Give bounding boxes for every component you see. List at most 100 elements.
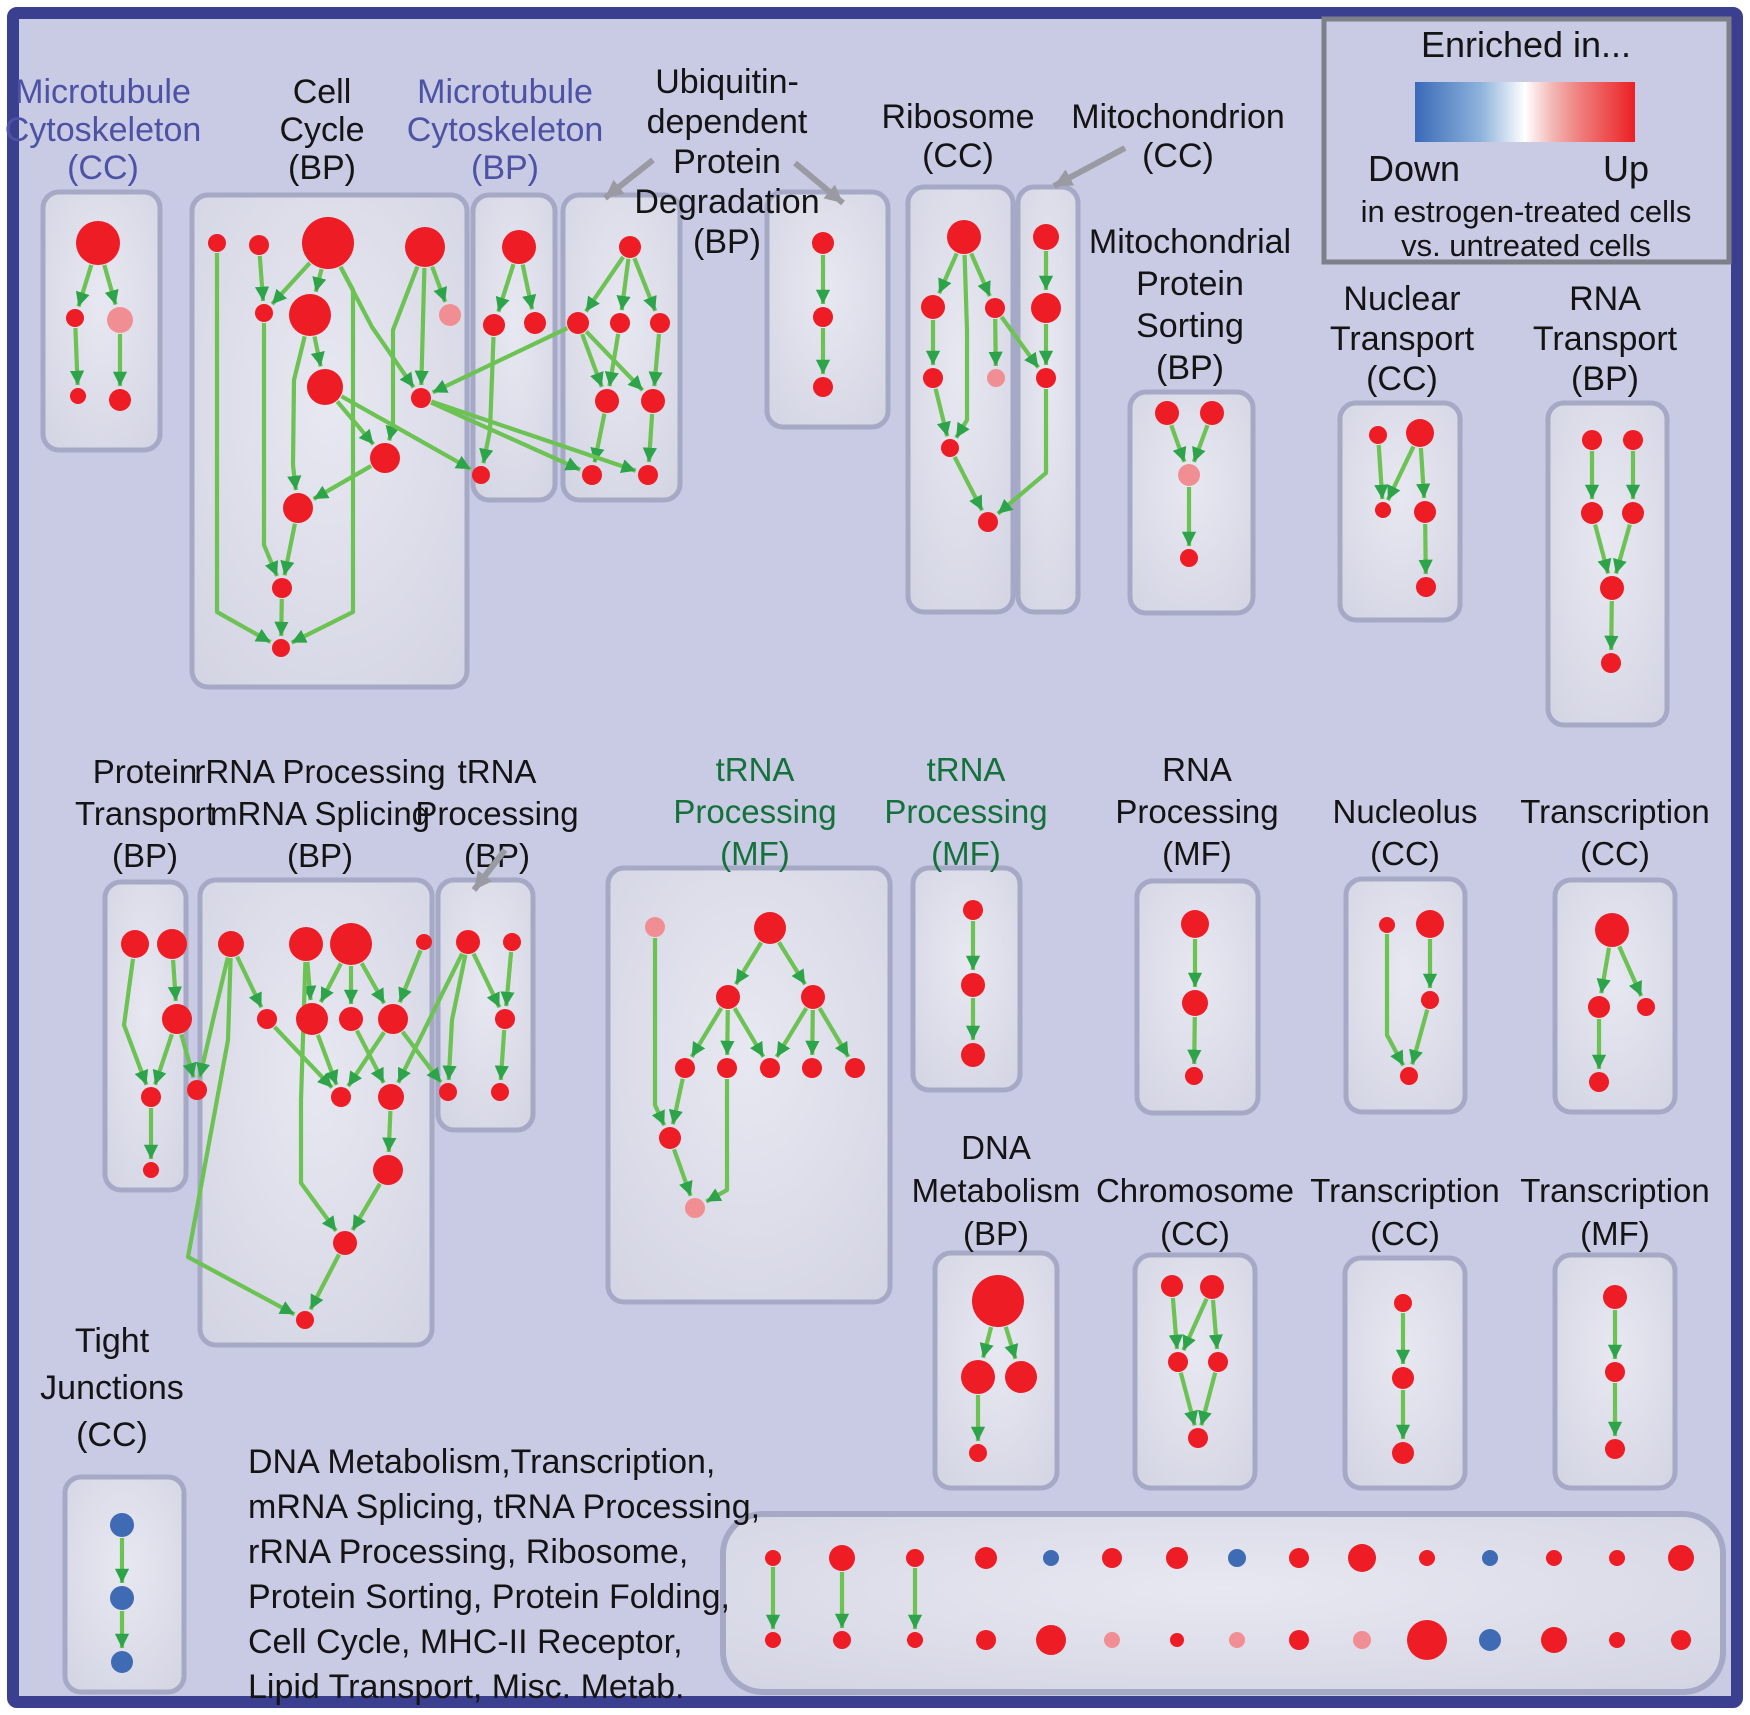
cluster-label-transcription_cc1-line-1: (CC) [1580,835,1650,872]
cluster-box-chromosome [1132,1252,1258,1491]
edge-rna_transport-m1-c [1593,524,1612,575]
legend-title: Enriched in... [1421,24,1631,65]
cluster-box-nucleolus [1343,876,1468,1115]
cluster-label-rna_proc-line-0: RNA [1162,751,1232,788]
edge-ribosome-lo-b [952,455,984,512]
cluster-label-nucleolus-line-0: Nucleolus [1333,793,1478,830]
cluster-label-trna_bp-line-1: Processing [415,795,578,832]
node-rrna-l2 [378,1084,404,1110]
bottom-panel-node-top-6 [1166,1547,1188,1569]
legend-down-label: Down [1368,148,1460,189]
legend-up-label: Up [1603,148,1649,189]
node-trna_mf1-b2 [717,1058,737,1078]
cluster-label-mt_cc-line-0: Microtubule [15,73,191,111]
edge-protein_transport-bl_-s1 [121,958,149,1086]
edge-upd_net-t1-m2 [584,330,645,392]
cross-edge-upd_net.t1-cell_cycle.n9 [431,326,569,395]
cluster-label-mps-line-3: (BP) [1156,349,1224,387]
cluster-label-ribosome-line-0: Ribosome [881,98,1034,136]
cluster-label-tight_junctions-line-1: Junctions [40,1369,184,1407]
edge-protein_transport-br_-c [167,959,182,1002]
node-nucleolus-tl [1379,917,1395,933]
cluster-label-rna_proc-line-2: (MF) [1162,835,1232,872]
edge-cell_cycle-n8-n10 [335,400,376,446]
node-dna_met-ml [961,1360,995,1394]
bottom-panel-node-bottom-0 [765,1632,781,1648]
bottom-panel-node-bottom-13 [1609,1632,1625,1648]
node-chromosome-mr [1208,1352,1228,1372]
node-mito-m [1031,293,1061,323]
node-upd_net-m1 [595,389,619,413]
node-rrna-t1 [218,931,244,957]
edge-upd_net-t-t1 [584,255,625,313]
node-trna_bp-m [495,1009,515,1029]
bottom-panel-node-top-1 [829,1545,855,1571]
edge-trna_bp-tr-m [500,951,515,1007]
node-mt_cc-bl [70,388,86,404]
node-transcription_cc1-ml [1588,996,1610,1018]
bottom-panel-node-bottom-6 [1170,1633,1184,1647]
node-upd_net-t3 [650,313,670,333]
annotation-arrow-mitochondrion [1052,145,1127,189]
node-mt_cc-big [76,221,120,265]
edge-rrna-m2-l1 [315,1034,339,1086]
node-protein_transport-bl_ [121,930,149,958]
node-cell_cycle-n5 [255,304,273,322]
node-mito-l [1036,368,1056,388]
node-ribosome-t [947,220,981,254]
cross-edge-trna_bp.tl-rrna.l2 [396,952,465,1084]
node-cell_cycle-n6 [289,294,331,336]
cluster-label-chromosome-line-1: (CC) [1160,1215,1230,1252]
bottom-panel-node-top-10 [1419,1550,1435,1566]
node-rrna-m1 [257,1009,277,1029]
cluster-box-protein_transport [102,879,189,1193]
bottom-panel-node-top-11 [1482,1550,1498,1566]
edge-rrna-t1-m1 [235,955,264,1009]
cluster-label-cell_cycle-line-2: (BP) [288,149,356,187]
misc-groups-text-line-2: rRNA Processing, Ribosome, [248,1533,688,1571]
edge-rrna-t1-bt [185,957,296,1317]
node-rna_transport-m1 [1581,502,1603,524]
edge-trna_mf1-t-ml [734,941,763,986]
node-trna_mf1-b3 [760,1058,780,1078]
node-rrna-t3 [330,923,372,965]
node-cell_cycle-n3 [302,217,354,269]
node-chromosome-ml [1168,1352,1188,1372]
edge-rrna-t3-m2 [318,962,343,1004]
edge-chromosome-ml-b [1178,1372,1198,1426]
node-rna_transport-b [1601,653,1621,673]
edge-chromosome-tl-ml [1168,1297,1183,1350]
edge-mt_bp-t-ml [495,263,516,313]
node-upd_chain-a [812,232,834,254]
bottom-panel-box [720,1511,1726,1695]
edge-cell_cycle-n10-n11 [312,464,373,501]
edge-ribosome-t-mr [969,252,992,297]
edge-nuclear_transport-tr-ml [1385,445,1416,502]
node-rrna-m2 [296,1003,328,1035]
cluster-box-tight_junctions [62,1474,187,1695]
edge-upd_net-t-t3 [632,257,658,312]
cross-edge-ribosome.mr-mito.l [999,315,1040,369]
edge-trna_mf1-lo-pb [672,1148,693,1197]
cluster-label-mt_cc-line-1: Cytoskeleton [5,111,202,149]
edge-trna_mf1-pt-lo [651,938,667,1127]
bottom-panel-node-bottom-5 [1104,1632,1120,1648]
edge-ribosome-ll-lo [933,388,951,437]
node-ribosome-lo [941,439,959,457]
node-mt_cc-ml [66,309,84,327]
edge-cell_cycle-n11-n12 [280,523,297,576]
bottom-panel-node-top-4 [1043,1550,1059,1566]
label-ubiquitin-line-1: dependent [647,103,808,141]
bottom-panel-node-bottom-12 [1541,1627,1567,1653]
node-cell_cycle-n12 [272,578,292,598]
node-rrna-m3 [339,1007,363,1031]
node-ribosome-ll [923,368,943,388]
node-rna_proc-a [1181,910,1209,938]
cluster-label-trna_mf2-line-0: tRNA [927,751,1006,788]
node-mps-p [1178,464,1200,486]
node-mps-l [1155,401,1179,425]
cluster-label-mps-line-0: Mitochondrial [1089,223,1291,261]
cluster-box-dna_met [932,1250,1060,1491]
edge-trna_mf1-b1-lo [668,1078,685,1125]
